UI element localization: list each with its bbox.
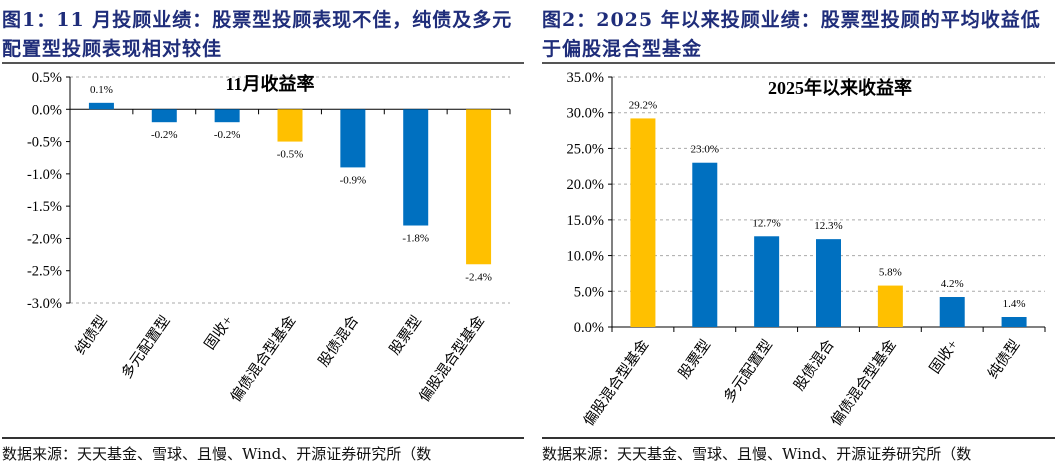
- chart-title: 2025年以来收益率: [768, 77, 912, 98]
- x-tick-label: 股债混合: [315, 312, 362, 370]
- data-label: 5.8%: [879, 267, 902, 279]
- x-tick-label: 股票型: [675, 337, 714, 382]
- bar: [403, 109, 429, 226]
- y-tick-label: 20.0%: [567, 177, 604, 193]
- data-label: -1.8%: [402, 233, 429, 245]
- x-tick-label: 多元配置型: [720, 337, 776, 406]
- x-tick-label: 固收+: [926, 337, 961, 377]
- figure-title: 图2：2025 年以来投顾业绩：股票型投顾的平均收益低: [542, 9, 1041, 31]
- y-tick-label: 0.5%: [32, 70, 62, 86]
- figure-title: 图1：11 月投顾业绩：股票型投顾表现不佳，纯债及多元: [2, 9, 513, 31]
- x-tick-label: 固收+: [201, 313, 236, 353]
- x-tick-label: 偏债混合型基金: [827, 336, 899, 429]
- source-note: 数据来源：天天基金、雪球、且慢、Wind、开源证券研究所（数: [2, 445, 432, 463]
- bar: [877, 285, 903, 327]
- bar-chart-ytd: 35.0% 30.0% 25.0% 20.0% 15.0% 10.0% 5.0% 0.0% 20…: [567, 70, 1046, 429]
- y-tick-label: 10.0%: [567, 249, 604, 265]
- bar: [939, 297, 965, 327]
- data-label: 4.2%: [941, 278, 964, 290]
- x-tick-label: 股票型: [386, 313, 425, 358]
- bar: [692, 162, 718, 327]
- data-label: -0.2%: [214, 129, 241, 141]
- y-tick-label: 0.0%: [574, 320, 604, 336]
- data-label: 23.0%: [691, 144, 719, 156]
- y-tick-label: 0.0%: [32, 102, 62, 118]
- y-tick-label: 35.0%: [567, 70, 604, 86]
- divider: [2, 62, 524, 64]
- figure-title: 于偏股混合型基金: [542, 38, 703, 60]
- source-note: 数据来源：天天基金、雪球、且慢、Wind、开源证券研究所（数: [542, 445, 972, 463]
- x-tick-label: 股债混合: [791, 336, 838, 394]
- bar: [340, 109, 366, 168]
- y-tick-label: -3.0%: [27, 296, 62, 312]
- figure-1: 图1：11 月投顾业绩：股票型投顾表现不佳，纯债及多元 配置型投顾表现相对较佳 …: [0, 0, 526, 468]
- bar-chart-november: 0.5% 0.0% -0.5% -1.0% -1.5% -2.0% -2.5% -3.0% 11…: [27, 70, 511, 405]
- x-tick-label: 偏股混合型基金: [416, 312, 488, 405]
- bar: [816, 239, 841, 327]
- y-tick-label: 25.0%: [567, 141, 604, 157]
- bar: [754, 236, 780, 327]
- data-label: 29.2%: [629, 99, 657, 111]
- figure-2: 图2：2025 年以来投顾业绩：股票型投顾的平均收益低 于偏股混合型基金 35.…: [540, 0, 1057, 468]
- y-tick-label: 30.0%: [567, 106, 604, 122]
- x-tick-label: 纯债型: [984, 337, 1023, 382]
- data-label: -2.4%: [465, 271, 492, 283]
- divider: [2, 437, 524, 439]
- x-tick-label: 多元配置型: [118, 313, 174, 382]
- y-tick-label: -2.0%: [27, 231, 62, 247]
- x-tick-label: 偏股混合型基金: [580, 336, 652, 429]
- y-tick-label: -1.5%: [27, 199, 62, 215]
- data-label: 0.1%: [90, 84, 113, 96]
- x-tick-label: 纯债型: [72, 313, 111, 358]
- divider: [542, 437, 1055, 439]
- bar: [1001, 317, 1027, 327]
- bar: [214, 109, 240, 123]
- data-label: -0.9%: [340, 174, 367, 186]
- y-tick-label: 5.0%: [574, 284, 604, 300]
- y-tick-label: -0.5%: [27, 135, 62, 151]
- y-tick-label: -2.5%: [27, 264, 62, 280]
- bar: [88, 102, 114, 110]
- data-label: 1.4%: [1003, 298, 1026, 310]
- bar: [277, 109, 303, 142]
- y-tick-label: -1.0%: [27, 167, 62, 183]
- data-label: -0.5%: [277, 149, 304, 161]
- data-label: -0.2%: [151, 129, 178, 141]
- chart-title: 11月收益率: [225, 73, 314, 94]
- data-label: 12.7%: [752, 217, 780, 229]
- figure-title: 配置型投顾表现相对较佳: [2, 38, 223, 60]
- divider: [542, 62, 1055, 64]
- bar: [466, 109, 492, 265]
- y-tick-label: 15.0%: [567, 213, 604, 229]
- data-label: 12.3%: [814, 220, 842, 232]
- bar: [630, 118, 656, 327]
- bar: [151, 109, 177, 123]
- x-tick-label: 偏债混合型基金: [227, 312, 299, 405]
